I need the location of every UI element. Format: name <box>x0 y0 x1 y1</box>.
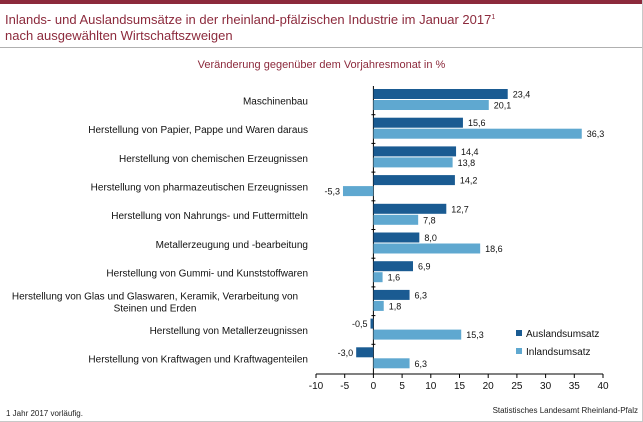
data-label: 23,4 <box>513 90 531 100</box>
data-label: 8,0 <box>424 233 437 243</box>
bar <box>373 117 463 128</box>
data-label: 12,7 <box>451 204 469 214</box>
title-line-1: Inlands- und Auslandsumsätze in der rhei… <box>5 12 492 27</box>
data-label: 36,3 <box>587 129 605 139</box>
data-label: 7,8 <box>423 215 436 225</box>
bar <box>373 157 453 168</box>
x-tick-label: -5 <box>340 381 349 392</box>
title-divider <box>0 47 643 48</box>
bar <box>373 289 410 300</box>
x-tick-label: 40 <box>597 381 609 392</box>
data-label: 15,3 <box>466 330 484 340</box>
category-label: Herstellung von Papier, Pappe und Waren … <box>88 125 308 136</box>
data-label: 13,8 <box>458 158 476 168</box>
category-label: Herstellung von Metallerzeugnissen <box>150 326 308 337</box>
bar <box>373 175 455 186</box>
title-footnote-marker: 1 <box>491 14 496 21</box>
bar <box>373 243 481 254</box>
category-label: Herstellung von pharmazeutischen Erzeugn… <box>91 182 308 193</box>
bar <box>373 89 508 99</box>
category-label: Herstellung von chemischen Erzeugnissen <box>119 154 308 165</box>
category-label: Herstellung von Kraftwagen und Kraftwage… <box>88 355 308 366</box>
x-tick-label: -10 <box>309 381 324 392</box>
chart-subtitle: Veränderung gegenüber dem Vorjahresmonat… <box>197 59 446 71</box>
bar <box>373 100 489 110</box>
bar <box>370 318 374 329</box>
data-label: -0,5 <box>352 319 368 329</box>
legend-label: Inlandsumsatz <box>526 347 590 358</box>
bar <box>373 272 383 283</box>
x-tick-label: 15 <box>454 381 466 392</box>
data-label: 14,2 <box>460 176 478 186</box>
legend-label: Auslandsumsatz <box>526 329 599 340</box>
category-label: Metallerzeugung und -bearbeitung <box>156 240 308 251</box>
data-label: -3,0 <box>338 348 354 358</box>
category-label: Herstellung von Glas und Glaswaren, Kera… <box>12 291 298 302</box>
data-label: -5,3 <box>324 187 340 197</box>
data-label: 20,1 <box>494 101 512 111</box>
data-label: 18,6 <box>485 244 503 254</box>
bar <box>373 300 384 311</box>
bar <box>373 232 420 243</box>
footnote: 1 Jahr 2017 vorläufig. <box>6 409 83 418</box>
bar <box>373 214 419 225</box>
bar <box>373 358 410 369</box>
top-accent-bar <box>0 0 643 4</box>
data-label: 6,9 <box>418 262 431 272</box>
source-note: Statistisches Landesamt Rheinland-Pfalz <box>492 406 638 415</box>
category-label: Herstellung von Nahrungs- und Futtermitt… <box>111 211 308 222</box>
x-tick-label: 5 <box>399 381 405 392</box>
bar <box>373 329 462 340</box>
bar <box>342 186 374 197</box>
data-label: 14,4 <box>461 147 479 157</box>
category-label: Maschinenbau <box>243 96 308 107</box>
x-tick-label: 10 <box>425 381 437 392</box>
bar <box>373 261 414 272</box>
bar <box>373 203 447 214</box>
bar <box>356 347 374 358</box>
data-label: 6,3 <box>415 290 428 300</box>
bar <box>373 128 582 139</box>
legend-swatch <box>516 330 522 336</box>
category-label: Herstellung von Gummi- und Kunststoffwar… <box>106 269 308 280</box>
data-label: 1,6 <box>388 273 401 283</box>
chart-title: Inlands- und Auslandsumsätze in der rhei… <box>5 10 637 44</box>
data-label: 1,8 <box>389 301 402 311</box>
bar <box>373 146 457 157</box>
x-tick-label: 25 <box>511 381 523 392</box>
x-tick-label: 20 <box>483 381 495 392</box>
data-label: 6,3 <box>415 359 428 369</box>
title-line-2: nach ausgewählten Wirtschaftszweigen <box>5 28 233 43</box>
x-tick-label: 0 <box>371 381 377 392</box>
legend-swatch <box>516 348 522 354</box>
category-label: Steinen und Erden <box>114 303 197 314</box>
data-label: 15,6 <box>468 118 486 128</box>
x-tick-label: 30 <box>540 381 552 392</box>
x-tick-label: 35 <box>569 381 581 392</box>
